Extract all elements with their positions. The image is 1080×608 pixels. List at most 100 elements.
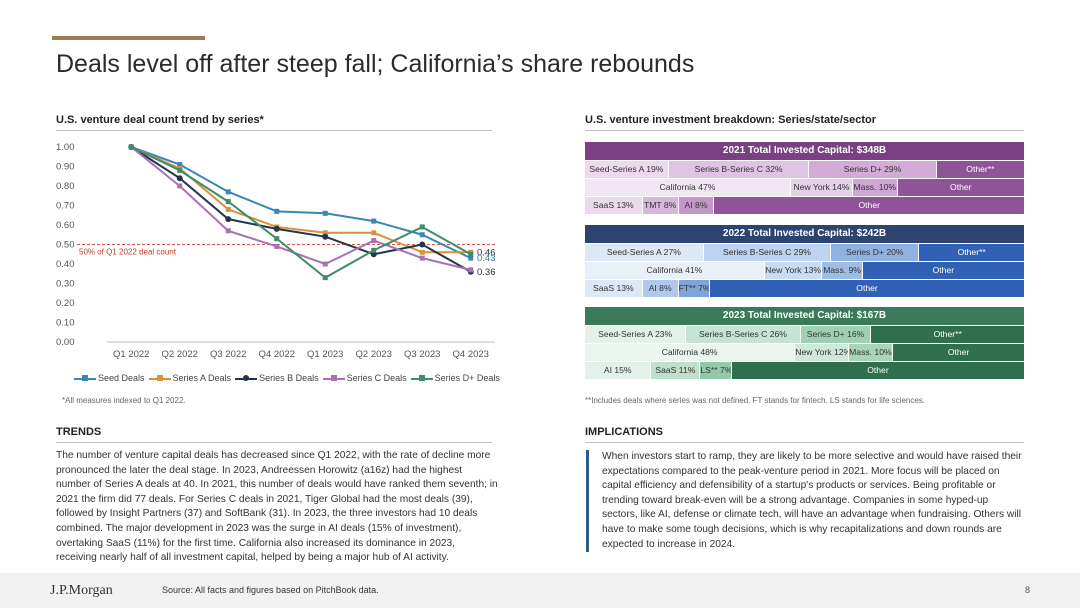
y-tick-label: 0.30 bbox=[56, 279, 75, 290]
data-point bbox=[322, 233, 329, 240]
chart-legend: Seed Deals Series A Deals Series B Deals Se… bbox=[74, 373, 500, 383]
end-value-label: 0.46 bbox=[477, 247, 496, 258]
breakdown-cell: SaaS 13% bbox=[585, 280, 643, 297]
breakdown-row: SaaS 13% AI 8% FT** 7% Other bbox=[585, 280, 1024, 297]
implications-box: When investors start to ramp, they are l… bbox=[586, 450, 1026, 553]
breakdown-row: Seed-Series A 27% Series B-Series C 29% Se… bbox=[585, 244, 1024, 261]
breakdown-cell: Other bbox=[731, 362, 1024, 379]
source-note: Source: All facts and figures based on P… bbox=[162, 585, 379, 595]
page-number: 8 bbox=[1024, 585, 1030, 595]
series-line bbox=[130, 146, 472, 260]
breakdown-2022: 2022 Total Invested Capital: $242B Seed-S… bbox=[585, 225, 1024, 297]
y-tick-label: 0.40 bbox=[56, 259, 75, 270]
implications-heading: IMPLICATIONS bbox=[585, 426, 664, 438]
legend-swatch bbox=[410, 374, 433, 383]
breakdown-cell: AI 8% bbox=[642, 280, 679, 297]
breakdown-cell: Other** bbox=[919, 244, 1024, 261]
breakdown-cell: Series D+ 29% bbox=[809, 161, 937, 178]
breakdown-cell: Series D+ 20% bbox=[831, 244, 920, 261]
breakdown-header: 2023 Total Invested Capital: $167B bbox=[585, 307, 1024, 325]
data-point bbox=[419, 224, 425, 230]
implications-paragraph: When investors start to ramp, they are l… bbox=[602, 451, 1022, 550]
data-point bbox=[322, 210, 328, 216]
breakdown-cell: Other bbox=[714, 197, 1024, 214]
chart-footnote: *All measures indexed to Q1 2022. bbox=[62, 396, 186, 405]
x-tick-label: Q3 2023 bbox=[404, 349, 440, 360]
breakdown-cell: Other bbox=[893, 344, 1024, 361]
data-point bbox=[419, 255, 425, 261]
legend-item: Series C Deals bbox=[322, 373, 407, 383]
deal-count-line-chart: 0.00 0.10 0.20 0.30 0.40 0.50 0.60 0.70 0.80 0.90… bbox=[56, 142, 496, 360]
data-point bbox=[225, 216, 232, 223]
data-point bbox=[274, 208, 280, 214]
breakdown-cell: FT** 7% bbox=[678, 280, 711, 297]
legend-swatch bbox=[322, 374, 345, 383]
breakdown-cell: California 41% bbox=[585, 262, 765, 279]
end-value-label: 0.43 bbox=[477, 253, 496, 264]
breakdown-2023: 2023 Total Invested Capital: $167B Seed-S… bbox=[585, 307, 1024, 379]
breakdown-header: 2021 Total Invested Capital: $348B bbox=[585, 142, 1024, 160]
breakdown-cell: Other bbox=[710, 280, 1024, 297]
breakdown-cell: Mass. 10% bbox=[852, 179, 898, 196]
data-point bbox=[468, 251, 474, 257]
breakdown-cell: Series B-Series C 26% bbox=[686, 326, 801, 343]
reference-line-label: 50% of Q1 2022 deal count bbox=[79, 248, 177, 257]
breakdown-cell: Mass. 9% bbox=[822, 262, 863, 279]
breakdown-row: Seed-Series A 19% Series B-Series C 32% Se… bbox=[585, 161, 1024, 178]
data-point bbox=[371, 247, 377, 253]
data-point bbox=[419, 241, 426, 248]
legend-label: Seed Deals bbox=[98, 373, 145, 383]
breakdown-heading-rule bbox=[585, 130, 1024, 131]
breakdown-cell: AI 15% bbox=[585, 362, 652, 379]
breakdown-cell: Seed-Series A 27% bbox=[585, 244, 704, 261]
series-line bbox=[130, 146, 472, 279]
trends-heading-rule bbox=[56, 442, 492, 443]
data-point bbox=[419, 249, 425, 255]
breakdown-2021: 2021 Total Invested Capital: $348B Seed-S… bbox=[585, 142, 1024, 214]
data-point bbox=[225, 228, 231, 234]
x-tick-label: Q4 2023 bbox=[453, 349, 489, 360]
legend-label: Series C Deals bbox=[346, 373, 407, 383]
breakdown-cell: SaaS 13% bbox=[585, 197, 643, 214]
breakdown-cell: New York 13% bbox=[764, 262, 823, 279]
trends-paragraph: The number of venture capital deals has … bbox=[56, 450, 498, 564]
legend-swatch bbox=[148, 374, 171, 383]
breakdown-cell: Other** bbox=[871, 326, 1024, 343]
series-line bbox=[130, 146, 472, 273]
breakdown-cell: Mass. 10% bbox=[848, 344, 894, 361]
legend-item: Series B Deals bbox=[235, 373, 319, 383]
breakdown-header: 2022 Total Invested Capital: $242B bbox=[585, 225, 1024, 243]
breakdown-cell: Other bbox=[862, 262, 1024, 279]
breakdown-row: California 48% New York 12% Mass. 10% Other bbox=[585, 344, 1024, 361]
breakdown-cell: Seed-Series A 23% bbox=[585, 326, 687, 343]
legend-label: Series D+ Deals bbox=[434, 373, 500, 383]
legend-item: Seed Deals bbox=[74, 373, 145, 383]
legend-label: Series A Deals bbox=[172, 373, 232, 383]
breakdown-cell: Series B-Series C 29% bbox=[703, 244, 832, 261]
data-point bbox=[468, 267, 474, 273]
breakdown-cell: Seed-Series A 19% bbox=[585, 161, 669, 178]
series-line bbox=[130, 146, 471, 271]
data-point bbox=[128, 144, 134, 150]
x-tick-label: Q1 2023 bbox=[307, 349, 343, 360]
breakdown-row: California 47% New York 14% Mass. 10% Other bbox=[585, 179, 1024, 196]
data-point bbox=[322, 261, 328, 267]
data-point bbox=[371, 238, 377, 244]
y-tick-label: 0.90 bbox=[56, 162, 75, 173]
y-tick-label: 1.00 bbox=[56, 142, 75, 153]
data-point bbox=[274, 236, 280, 242]
breakdown-row: Seed-Series A 23% Series B-Series C 26% Se… bbox=[585, 326, 1024, 343]
page-title: Deals level off after steep fall; Califo… bbox=[56, 50, 695, 78]
breakdown-heading: U.S. venture investment breakdown: Serie… bbox=[585, 114, 876, 126]
end-value-label: 0.36 bbox=[477, 267, 496, 278]
data-point bbox=[274, 243, 280, 249]
data-point bbox=[371, 218, 377, 224]
breakdown-row: SaaS 13% TMT 8% AI 8% Other bbox=[585, 197, 1024, 214]
y-tick-label: 0.50 bbox=[56, 240, 75, 251]
legend-item: Series D+ Deals bbox=[410, 373, 500, 383]
data-point bbox=[177, 183, 183, 189]
data-point bbox=[177, 162, 183, 168]
data-point bbox=[322, 230, 328, 236]
data-point bbox=[371, 230, 377, 236]
data-point bbox=[225, 189, 231, 195]
